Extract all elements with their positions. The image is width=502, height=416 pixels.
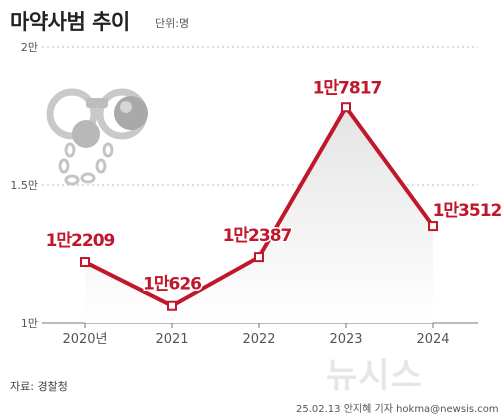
area-fill bbox=[85, 107, 433, 324]
chart-title: 마약사범 추이 bbox=[10, 10, 130, 34]
x-tick-label: 2024 bbox=[416, 332, 449, 347]
data-label: 1만2387 bbox=[223, 226, 292, 246]
watermark: 뉴시스 bbox=[326, 356, 423, 396]
x-tick-label: 2023 bbox=[329, 332, 362, 347]
data-point bbox=[167, 300, 177, 311]
handcuffs-icon bbox=[46, 88, 148, 186]
x-tick-label: 2020년 bbox=[62, 332, 107, 347]
source-note: 자료: 경찰청 bbox=[10, 380, 68, 393]
y-tick-label: 2만 bbox=[21, 41, 38, 54]
data-label: 1만626 bbox=[143, 275, 201, 295]
data-point bbox=[428, 221, 438, 232]
credit-line: 25.02.13 안지혜 기자 hokma@newsis.com bbox=[296, 404, 499, 415]
y-tick-label: 1.5만 bbox=[10, 179, 38, 192]
data-label: 1만7817 bbox=[313, 78, 382, 98]
unit-label: 단위:명 bbox=[155, 17, 190, 30]
x-tick-label: 2021 bbox=[155, 332, 188, 347]
data-label: 1만3512 bbox=[433, 201, 502, 221]
x-tick-label: 2022 bbox=[242, 332, 275, 347]
data-point bbox=[80, 257, 90, 268]
y-tick-label: 1만 bbox=[21, 317, 38, 330]
data-point bbox=[341, 102, 351, 113]
data-point bbox=[254, 252, 264, 263]
data-label: 1만2209 bbox=[46, 231, 115, 251]
